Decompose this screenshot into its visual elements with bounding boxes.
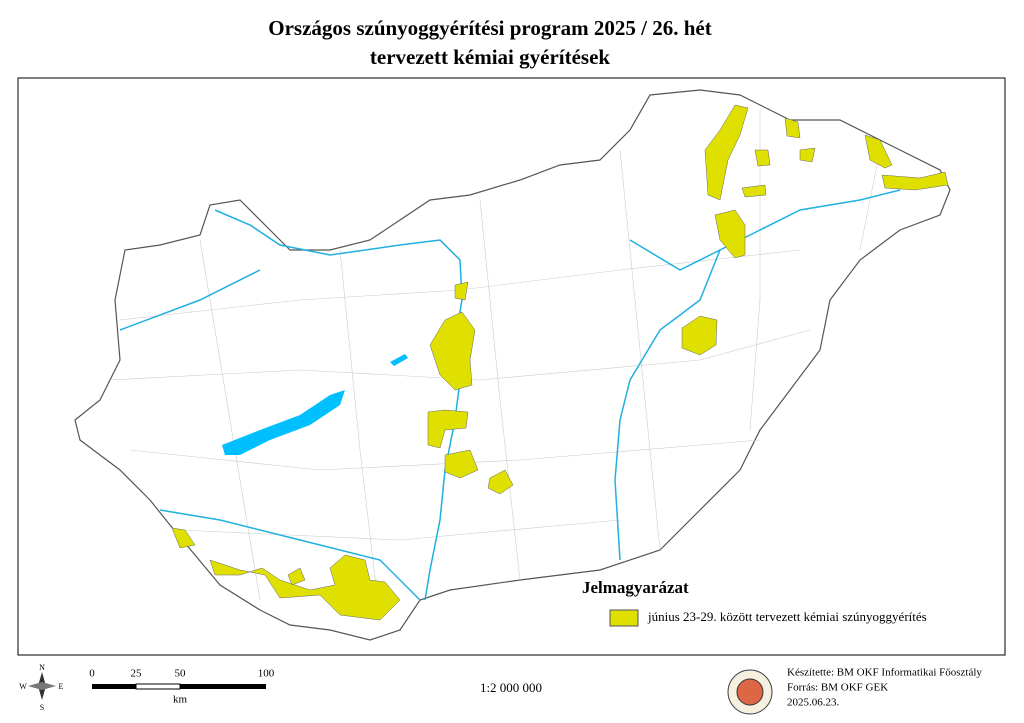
scale-segment <box>180 684 266 689</box>
country-outline <box>74 89 951 641</box>
scale-ratio: 1:2 000 000 <box>480 680 542 695</box>
legend-swatch <box>609 609 639 627</box>
compass-east: E <box>59 682 64 691</box>
scale-label: 25 <box>131 668 143 680</box>
rivers <box>119 189 901 601</box>
scale-unit: km <box>173 694 188 706</box>
compass-north: N <box>39 663 45 672</box>
scale-segment <box>135 683 181 690</box>
compass: N E S W <box>19 663 63 712</box>
compass-south: S <box>40 703 44 712</box>
scale-bar: 0 25 50 100 km <box>89 668 275 706</box>
credit-date: 2025.06.23. <box>787 697 840 709</box>
credit-author: Készítette: BM OKF Informatikai Főosztál… <box>787 667 982 679</box>
legend-label: június 23-29. között tervezett kémiai sz… <box>647 609 927 624</box>
lake-velence <box>390 354 408 366</box>
logo <box>727 669 773 715</box>
scale-label: 100 <box>258 668 275 680</box>
legend-title: Jelmagyarázat <box>582 578 689 597</box>
title: Országos szúnyoggyérítési program 2025 /… <box>268 16 711 40</box>
logo-center <box>736 678 764 706</box>
compass-west: W <box>19 682 27 691</box>
map-frame <box>17 77 1006 656</box>
compass-needle <box>28 682 56 690</box>
scale-segment <box>92 684 136 689</box>
scale-label: 50 <box>175 668 187 680</box>
credit-source: Forrás: BM OKF GEK <box>787 682 888 694</box>
scale-label: 0 <box>89 668 95 680</box>
treatment-areas <box>171 104 949 621</box>
subtitle: tervezett kémiai gyérítések <box>370 45 611 69</box>
lake-balaton <box>222 390 345 455</box>
